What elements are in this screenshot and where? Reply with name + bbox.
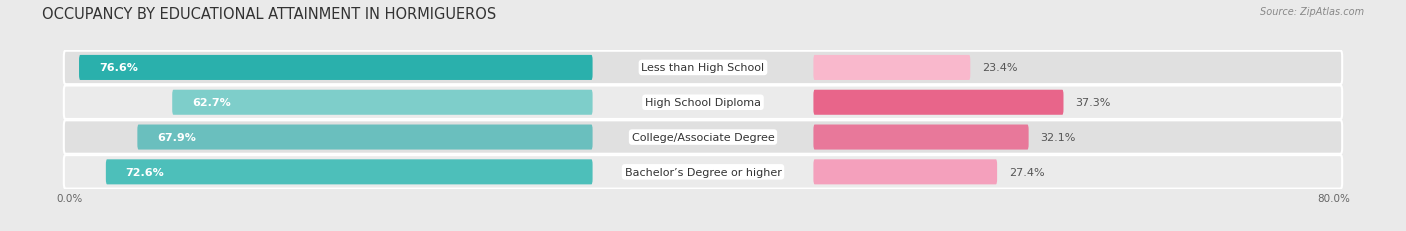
Text: Bachelor’s Degree or higher: Bachelor’s Degree or higher <box>624 167 782 177</box>
FancyBboxPatch shape <box>138 125 592 150</box>
FancyBboxPatch shape <box>814 160 997 185</box>
FancyBboxPatch shape <box>814 90 1063 115</box>
Text: College/Associate Degree: College/Associate Degree <box>631 132 775 143</box>
Text: 67.9%: 67.9% <box>157 132 195 143</box>
Text: 37.3%: 37.3% <box>1076 98 1111 108</box>
FancyBboxPatch shape <box>814 125 1029 150</box>
FancyBboxPatch shape <box>63 121 1343 154</box>
Text: 80.0%: 80.0% <box>1317 194 1350 204</box>
Text: 0.0%: 0.0% <box>56 194 83 204</box>
Text: 27.4%: 27.4% <box>1010 167 1045 177</box>
Text: 23.4%: 23.4% <box>983 63 1018 73</box>
Text: OCCUPANCY BY EDUCATIONAL ATTAINMENT IN HORMIGUEROS: OCCUPANCY BY EDUCATIONAL ATTAINMENT IN H… <box>42 7 496 22</box>
Text: 72.6%: 72.6% <box>125 167 165 177</box>
Text: 32.1%: 32.1% <box>1040 132 1076 143</box>
Text: 76.6%: 76.6% <box>98 63 138 73</box>
FancyBboxPatch shape <box>63 86 1343 119</box>
Text: Source: ZipAtlas.com: Source: ZipAtlas.com <box>1260 7 1364 17</box>
Text: 62.7%: 62.7% <box>193 98 231 108</box>
FancyBboxPatch shape <box>105 160 592 185</box>
Text: High School Diploma: High School Diploma <box>645 98 761 108</box>
FancyBboxPatch shape <box>63 155 1343 189</box>
FancyBboxPatch shape <box>814 56 970 81</box>
FancyBboxPatch shape <box>172 90 592 115</box>
Text: Less than High School: Less than High School <box>641 63 765 73</box>
FancyBboxPatch shape <box>79 56 592 81</box>
FancyBboxPatch shape <box>63 52 1343 85</box>
